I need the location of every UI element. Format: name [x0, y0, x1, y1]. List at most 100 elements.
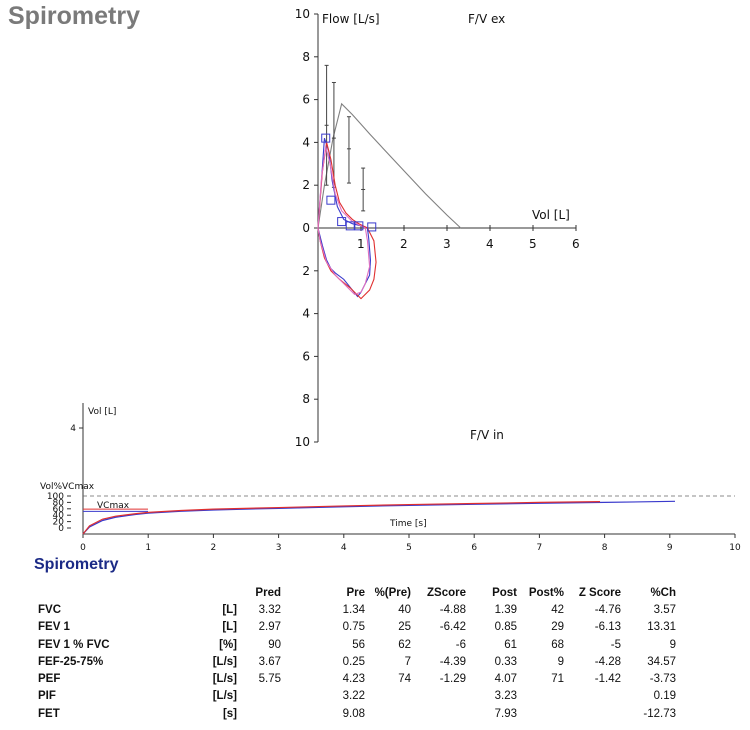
table-cell: 3.23 — [494, 690, 517, 703]
table-cell — [411, 688, 466, 705]
table-cell: 61 — [504, 638, 517, 651]
table-row: FEV 1 % FVC [%] 90 56 62 -6 61 68 -5 9 — [38, 636, 676, 653]
fv-y-tick-label: 2 — [302, 178, 310, 192]
fv-y-tick-label: 8 — [302, 50, 310, 64]
fv-x-tick-label: 4 — [486, 237, 494, 251]
table-cell: -4.39 — [439, 655, 466, 668]
header-cell — [38, 584, 168, 601]
fv-ylabel: Flow [L/s] — [322, 12, 380, 26]
header-pred: Pred — [255, 586, 281, 599]
table-row: FEF-25-75% [L/s] 3.67 0.25 7 -4.39 0.33 9 -4.28 3… — [38, 653, 676, 670]
table-cell: [L] — [222, 603, 237, 616]
header-pre: Pre — [346, 586, 365, 599]
vt-pct-label: Vol%VCmax — [40, 482, 95, 492]
fv-marker — [321, 133, 331, 143]
table-cell: FEF-25-75% — [38, 655, 104, 668]
table-cell: 1.34 — [342, 603, 365, 616]
table-row: FEV 1 [L] 2.97 0.75 25 -6.42 0.85 29 -6.13 13.31 — [38, 619, 676, 636]
vt-x-tick-label: 3 — [276, 543, 282, 553]
vt-pct-tick-label: 40 — [53, 511, 65, 521]
table-cell: [L/s] — [212, 655, 237, 668]
table-cell: FEV 1 % FVC — [38, 638, 110, 651]
vt-x-tick-label: 9 — [667, 543, 673, 553]
fv-y-tick-label: 4 — [302, 307, 310, 321]
table-cell — [365, 688, 411, 705]
table-cell: 9 — [557, 655, 564, 668]
vt-x-tick-label: 6 — [471, 543, 477, 553]
table-cell: -3.73 — [649, 673, 676, 686]
table-cell: 9 — [669, 638, 676, 651]
fv-marker — [354, 221, 364, 231]
fv-xlabel: Vol [L] — [532, 208, 570, 222]
table-cell: PIF — [38, 690, 56, 703]
table-cell — [517, 688, 564, 705]
table-cell: -4.28 — [594, 655, 621, 668]
table-cell: -1.29 — [439, 673, 466, 686]
table-cell: FVC — [38, 603, 61, 616]
vt-x-tick-label: 2 — [211, 543, 217, 553]
table-row: PEF [L/s] 5.75 4.23 74 -1.29 4.07 71 -1.42 -3.73 — [38, 670, 676, 687]
fv-y-tick-label: 0 — [302, 221, 310, 235]
table-cell — [365, 705, 411, 722]
table-cell — [411, 705, 466, 722]
table-cell: 56 — [352, 638, 365, 651]
table-cell: 4.23 — [342, 673, 365, 686]
table-cell: -6 — [455, 638, 466, 651]
table-cell: 4.07 — [494, 673, 517, 686]
table-cell: 3.67 — [258, 655, 281, 668]
table-cell: -6.42 — [439, 621, 466, 634]
table-cell: 0.25 — [342, 655, 365, 668]
table-cell — [564, 705, 621, 722]
header-pct-pre: %(Pre) — [374, 586, 411, 599]
table-cell: 5.75 — [258, 673, 281, 686]
header-z-score: Z Score — [578, 586, 621, 599]
vt-x-tick-label: 10 — [729, 543, 741, 553]
table-cell: -12.73 — [643, 707, 676, 720]
table-cell: FET — [38, 707, 60, 720]
fv-x-tick-label: 5 — [529, 237, 537, 251]
table-cell: 9.08 — [342, 707, 365, 720]
table-cell: 2.97 — [258, 621, 281, 634]
table-cell: 0.85 — [494, 621, 517, 634]
vt-series-vt-red — [82, 501, 601, 535]
table-cell: 7.93 — [494, 707, 517, 720]
vt-pct-tick-label: 100 — [47, 492, 64, 502]
results-table: Pred Pre %(Pre) ZScore Post Post% Z Scor… — [38, 584, 676, 722]
table-cell: 42 — [551, 603, 564, 616]
vt-x-tick-label: 7 — [537, 543, 543, 553]
fv-y-tick-label: 6 — [302, 93, 310, 107]
vt-x-tick-label: 8 — [602, 543, 608, 553]
table-cell — [517, 705, 564, 722]
table-cell — [564, 688, 621, 705]
table-cell: 3.32 — [258, 603, 281, 616]
table-cell: 29 — [551, 621, 564, 634]
fv-in-label: F/V in — [470, 428, 504, 442]
table-cell: PEF — [38, 673, 61, 686]
table-cell: 74 — [398, 673, 411, 686]
fv-marker — [326, 195, 336, 205]
table-cell: -1.42 — [594, 673, 621, 686]
vt-pct-tick-label: 20 — [53, 518, 65, 528]
fv-series-pink — [317, 146, 371, 295]
table-cell: [L] — [222, 621, 237, 634]
vt-x-tick-label: 0 — [80, 543, 86, 553]
table-cell: [s] — [222, 707, 237, 720]
fv-y-tick-label: 10 — [295, 7, 310, 21]
fv-x-tick-label: 1 — [357, 237, 365, 251]
table-cell: 71 — [551, 673, 564, 686]
vt-x-tick-label: 1 — [145, 543, 151, 553]
vt-y-tick-label: 4 — [70, 424, 76, 434]
table-cell — [237, 688, 281, 705]
table-cell — [237, 705, 281, 722]
table-cell: 13.31 — [647, 621, 676, 634]
table-cell: 40 — [398, 603, 411, 616]
vt-pct-tick-label: 80 — [53, 498, 65, 508]
fv-y-tick-label: 2 — [302, 264, 310, 278]
fv-y-tick-label: 10 — [295, 435, 310, 449]
vt-x-tick-label: 4 — [341, 543, 347, 553]
header-post: Post — [492, 586, 517, 599]
table-cell: 25 — [398, 621, 411, 634]
header-pct-ch: %Ch — [650, 586, 676, 599]
fv-x-tick-label: 2 — [400, 237, 408, 251]
